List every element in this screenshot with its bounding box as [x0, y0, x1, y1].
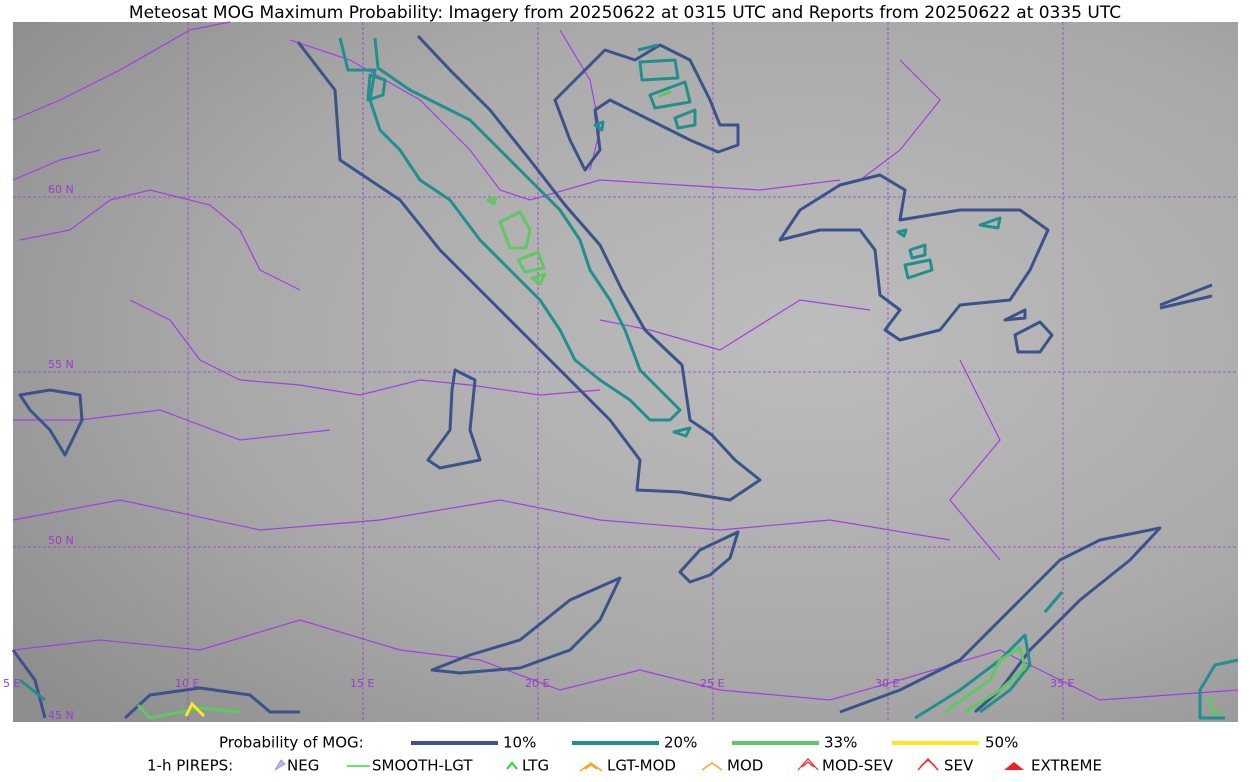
grid-label: 50 N	[48, 534, 74, 547]
grid-labels: 60 N 55 N 50 N 45 N 5 E 10 E 15 E 20 E 2…	[3, 183, 1074, 722]
contour-10	[430, 576, 622, 675]
contour-20	[593, 43, 697, 132]
pirep-icon	[274, 759, 286, 771]
contour-20	[338, 37, 682, 422]
pirep-icon	[797, 758, 819, 771]
grid-label: 25 E	[700, 677, 724, 690]
title: Meteosat MOG Maximum Probability: Imager…	[129, 3, 1121, 23]
grid-label: 20 E	[525, 677, 549, 690]
legend-item: EXTREME	[1031, 757, 1102, 775]
grid-label: 10 E	[175, 677, 199, 690]
contour-10	[1003, 283, 1213, 354]
legend-item: LTG	[522, 757, 549, 775]
contour-33	[486, 90, 672, 286]
grid-label: 5 E	[3, 677, 20, 690]
contour-20	[19, 73, 1239, 720]
contour-10	[839, 526, 1162, 714]
pirep-icon	[506, 761, 518, 770]
legend-item: NEG	[287, 757, 319, 775]
map: 60 N 55 N 50 N 45 N 5 E 10 E 15 E 20 E 2…	[3, 21, 1239, 722]
pirep-icon	[579, 762, 603, 772]
contours	[11, 34, 1239, 720]
legend: Probability of MOG: 10% 20% 33% 50% 1-h …	[147, 734, 1102, 775]
legend-item: MOD	[727, 757, 763, 775]
legend-item: SEV	[944, 757, 974, 775]
contour-33	[136, 646, 1222, 720]
legend-item: 33%	[824, 734, 857, 752]
legend-item: SMOOTH-LGT	[372, 757, 473, 775]
contour-20	[672, 216, 1002, 438]
contour-50	[184, 701, 206, 718]
grid-label: 55 N	[48, 358, 74, 371]
grid-label: 60 N	[48, 183, 74, 196]
legend-item: 50%	[985, 734, 1018, 752]
contour-10	[778, 173, 1050, 342]
grid	[13, 22, 1238, 722]
legend-title: Probability of MOG:	[219, 734, 364, 752]
grid-label: 15 E	[350, 677, 374, 690]
grid-label: 30 E	[875, 677, 899, 690]
pirep-icon	[1004, 762, 1024, 770]
coastlines	[12, 21, 1239, 701]
legend-item: MOD-SEV	[822, 757, 894, 775]
legend-item: 20%	[664, 734, 697, 752]
grid-label: 45 N	[48, 709, 74, 722]
contour-10	[426, 368, 482, 470]
contour-10	[678, 530, 740, 584]
legend-item: LGT-MOD	[607, 757, 676, 775]
contour-10	[18, 388, 84, 457]
contour-10	[11, 649, 300, 720]
pirep-icon	[917, 757, 939, 771]
legend-item: 10%	[503, 734, 536, 752]
legend-title: 1-h PIREPS:	[147, 757, 233, 775]
contour-10	[296, 34, 762, 502]
pirep-icon	[701, 762, 723, 771]
grid-label: 35 E	[1050, 677, 1074, 690]
contour-10	[553, 43, 740, 172]
